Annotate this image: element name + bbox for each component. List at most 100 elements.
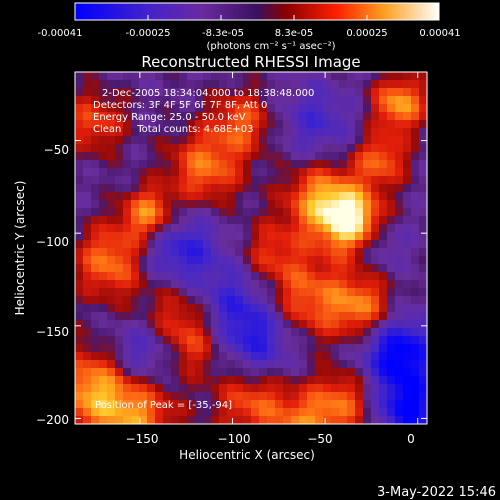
heatmap-cell [235,280,244,289]
heatmap-cell [171,304,180,313]
heatmap-cell [331,320,340,329]
heatmap-cell [123,216,132,225]
heatmap-cell [123,80,132,89]
heatmap-cell [107,256,116,265]
heatmap-cell [91,144,100,153]
heatmap-cell [91,232,100,241]
heatmap-cell [187,304,196,313]
heatmap-cell [331,248,340,257]
heatmap-cell [203,416,212,424]
heatmap-cell [371,232,380,241]
heatmap-cell [147,344,156,353]
heatmap-cell [91,168,100,177]
heatmap-cell [347,392,356,401]
heatmap-cell [299,416,308,424]
heatmap-cell [339,384,348,393]
heatmap-cell [139,136,148,145]
heatmap-cell [275,72,284,81]
heatmap-cell [243,376,252,385]
heatmap-cell [259,376,268,385]
heatmap-cell [155,160,164,169]
heatmap-cell [139,216,148,225]
heatmap-cell [251,264,260,273]
heatmap-cell [219,232,228,241]
heatmap-cell [411,240,420,249]
heatmap-cell [251,80,260,89]
heatmap-cell [275,264,284,273]
heatmap-cell [315,256,324,265]
heatmap-cell [291,160,300,169]
heatmap-cell [259,288,268,297]
heatmap-cell [147,232,156,241]
heatmap-cell [195,184,204,193]
heatmap-cell [243,120,252,129]
heatmap-cell [395,376,404,385]
heatmap-cell [347,72,356,81]
heatmap-cell [291,208,300,217]
heatmap-cell [195,272,204,281]
heatmap-cell [323,272,332,281]
heatmap-cell [115,280,124,289]
heatmap-cell [275,208,284,217]
heatmap-cell [155,344,164,353]
heatmap-cell [387,72,396,81]
heatmap-cell [187,264,196,273]
heatmap-cell [379,192,388,201]
heatmap-cell [315,192,324,201]
heatmap-cell [211,248,220,257]
heatmap-cell [123,96,132,105]
heatmap-cell [99,120,108,129]
heatmap-cell [403,240,412,249]
heatmap-cell [267,184,276,193]
heatmap-cell [355,152,364,161]
heatmap-cell [387,240,396,249]
heatmap-cell [395,192,404,201]
heatmap-cell [291,248,300,257]
heatmap-cell [379,88,388,97]
heatmap-cell [195,232,204,241]
heatmap-cell [355,248,364,257]
heatmap-cell [283,128,292,137]
heatmap-cell [267,416,276,424]
heatmap-cell [227,288,236,297]
heatmap-cell [355,216,364,225]
heatmap-cell [219,280,228,289]
heatmap-cell [99,176,108,185]
heatmap-cell [147,120,156,129]
heatmap-cell [299,320,308,329]
heatmap-cell [115,200,124,209]
heatmap-cell [259,88,268,97]
heatmap-cell [251,360,260,369]
heatmap-cell [187,344,196,353]
heatmap-cell [91,72,100,81]
heatmap-cell [227,408,236,417]
heatmap-cell [235,392,244,401]
heatmap-cell [299,104,308,113]
heatmap-cell [219,328,228,337]
heatmap-cell [171,104,180,113]
heatmap-cell [339,160,348,169]
heatmap-cell [147,200,156,209]
heatmap-cell [307,416,316,424]
heatmap-cell [339,144,348,153]
heatmap-cell [195,368,204,377]
heatmap-cell [339,192,348,201]
heatmap-cell [147,176,156,185]
heatmap-cell [371,312,380,321]
heatmap-cell [123,136,132,145]
heatmap-cell [171,344,180,353]
heatmap-cell [387,344,396,353]
heatmap-cell [211,416,220,424]
heatmap-cell [155,96,164,105]
heatmap-cell [155,304,164,313]
heatmap-cell [299,384,308,393]
heatmap-cell [211,336,220,345]
heatmap-cell [155,416,164,424]
heatmap-cell [283,392,292,401]
heatmap-cell [355,168,364,177]
heatmap-cell [131,344,140,353]
heatmap-cell [411,104,420,113]
heatmap-cell [403,224,412,233]
heatmap-cell [267,408,276,417]
heatmap-cell [403,408,412,417]
